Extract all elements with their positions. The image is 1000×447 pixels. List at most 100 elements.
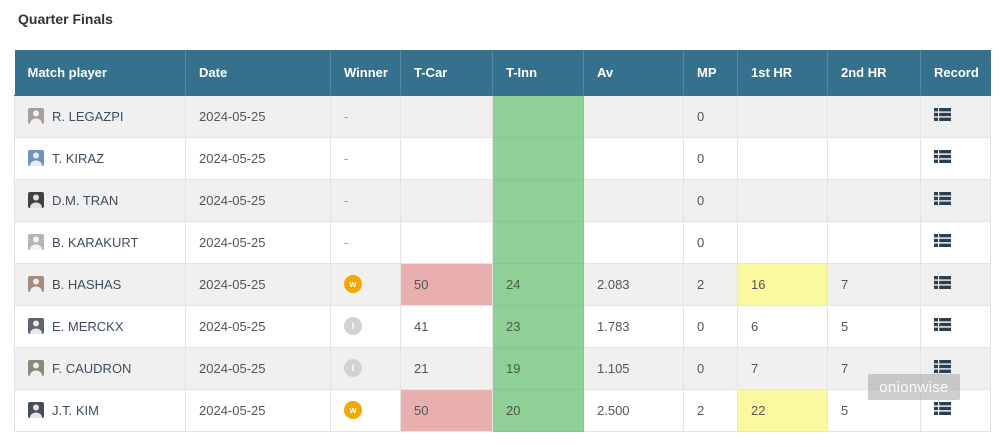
1st-hr-cell: 6: [737, 304, 828, 348]
record-button[interactable]: [934, 276, 951, 289]
table-row: J.T. KIM 2024-05-25 W 50 20 2.500 2 22 5: [14, 388, 991, 432]
player-name[interactable]: E. MERCKX: [52, 318, 124, 334]
col-header-av: Av: [583, 50, 684, 96]
page-title: Quarter Finals: [18, 11, 113, 27]
av-cell: [583, 220, 684, 264]
table-row: F. CAUDRON 2024-05-25 L 21 19 1.105 0 7 …: [14, 346, 991, 390]
t-inn-cell: [492, 220, 584, 264]
mp-cell: 0: [683, 178, 738, 222]
player-name[interactable]: J.T. KIM: [52, 402, 99, 418]
table-list-icon: [934, 150, 951, 163]
record-cell: [920, 136, 991, 180]
winner-badge-loss: L: [344, 317, 362, 336]
quarter-finals-table: Match player Date Winner T-Car T-Inn Av …: [14, 50, 991, 432]
table-row: E. MERCKX 2024-05-25 L 41 23 1.783 0 6 5: [14, 304, 991, 348]
date-cell: 2024-05-25: [185, 136, 331, 180]
player-avatar: [28, 192, 44, 208]
av-cell: 2.500: [583, 388, 684, 432]
t-inn-cell: 20: [492, 388, 584, 432]
player-name[interactable]: T. KIRAZ: [52, 150, 105, 166]
player-name[interactable]: F. CAUDRON: [52, 360, 132, 376]
player-avatar: [28, 150, 44, 166]
table-list-icon: [934, 318, 951, 331]
table-list-icon: [934, 360, 951, 373]
record-cell: [920, 304, 991, 348]
record-button[interactable]: [934, 360, 951, 373]
t-inn-cell: [492, 136, 584, 180]
mp-cell: 0: [683, 94, 738, 138]
2nd-hr-cell: [827, 94, 921, 138]
av-cell: 1.105: [583, 346, 684, 390]
player-cell: D.M. TRAN: [14, 178, 186, 222]
date-cell: 2024-05-25: [185, 346, 331, 390]
col-header-record: Record: [920, 50, 991, 96]
2nd-hr-cell: [827, 220, 921, 264]
2nd-hr-cell: 5: [827, 304, 921, 348]
player-name[interactable]: R. LEGAZPI: [52, 108, 124, 124]
mp-cell: 0: [683, 304, 738, 348]
av-cell: [583, 136, 684, 180]
col-header-2nd-hr: 2nd HR: [827, 50, 921, 96]
player-avatar: [28, 234, 44, 250]
record-button[interactable]: [934, 150, 951, 163]
col-header-winner: Winner: [330, 50, 401, 96]
av-cell: 2.083: [583, 262, 684, 306]
record-button[interactable]: [934, 108, 951, 121]
table-row: B. KARAKURT 2024-05-25 - 0: [14, 220, 991, 264]
mp-cell: 0: [683, 346, 738, 390]
t-inn-cell: 23: [492, 304, 584, 348]
record-cell: [920, 178, 991, 222]
player-cell: J.T. KIM: [14, 388, 186, 432]
t-inn-cell: [492, 178, 584, 222]
player-cell: B. KARAKURT: [14, 220, 186, 264]
col-header-t-inn: T-Inn: [492, 50, 584, 96]
mp-cell: 0: [683, 136, 738, 180]
col-header-date: Date: [185, 50, 331, 96]
record-cell: [920, 220, 991, 264]
t-car-cell: [400, 136, 493, 180]
player-cell: R. LEGAZPI: [14, 94, 186, 138]
2nd-hr-cell: [827, 136, 921, 180]
record-button[interactable]: [934, 402, 951, 415]
t-car-cell: 21: [400, 346, 493, 390]
record-button[interactable]: [934, 234, 951, 247]
table-list-icon: [934, 276, 951, 289]
winner-badge-win: W: [344, 275, 362, 294]
t-inn-cell: 24: [492, 262, 584, 306]
winner-badge-win: W: [344, 401, 362, 420]
t-inn-cell: 19: [492, 346, 584, 390]
winner-cell: L: [330, 304, 401, 348]
winner-cell: L: [330, 346, 401, 390]
t-car-cell: 41: [400, 304, 493, 348]
player-cell: E. MERCKX: [14, 304, 186, 348]
winner-dash: -: [344, 234, 349, 250]
winner-cell: W: [330, 262, 401, 306]
1st-hr-cell: [737, 94, 828, 138]
table-row: T. KIRAZ 2024-05-25 - 0: [14, 136, 991, 180]
table-row: D.M. TRAN 2024-05-25 - 0: [14, 178, 991, 222]
player-name[interactable]: D.M. TRAN: [52, 192, 119, 208]
t-car-cell: [400, 220, 493, 264]
table-list-icon: [934, 234, 951, 247]
col-header-1st-hr: 1st HR: [737, 50, 828, 96]
player-avatar: [28, 318, 44, 334]
player-cell: F. CAUDRON: [14, 346, 186, 390]
record-button[interactable]: [934, 192, 951, 205]
winner-cell: -: [330, 220, 401, 264]
1st-hr-cell: [737, 220, 828, 264]
date-cell: 2024-05-25: [185, 178, 331, 222]
1st-hr-cell: 7: [737, 346, 828, 390]
date-cell: 2024-05-25: [185, 220, 331, 264]
mp-cell: 0: [683, 220, 738, 264]
1st-hr-cell: [737, 136, 828, 180]
watermark: onionwise: [868, 374, 960, 400]
player-name[interactable]: B. KARAKURT: [52, 234, 139, 250]
winner-dash: -: [344, 192, 349, 208]
player-name[interactable]: B. HASHAS: [52, 276, 122, 292]
mp-cell: 2: [683, 262, 738, 306]
player-avatar: [28, 108, 44, 124]
date-cell: 2024-05-25: [185, 388, 331, 432]
record-button[interactable]: [934, 318, 951, 331]
t-car-cell: 50: [400, 262, 493, 306]
1st-hr-cell: 22: [737, 388, 828, 432]
